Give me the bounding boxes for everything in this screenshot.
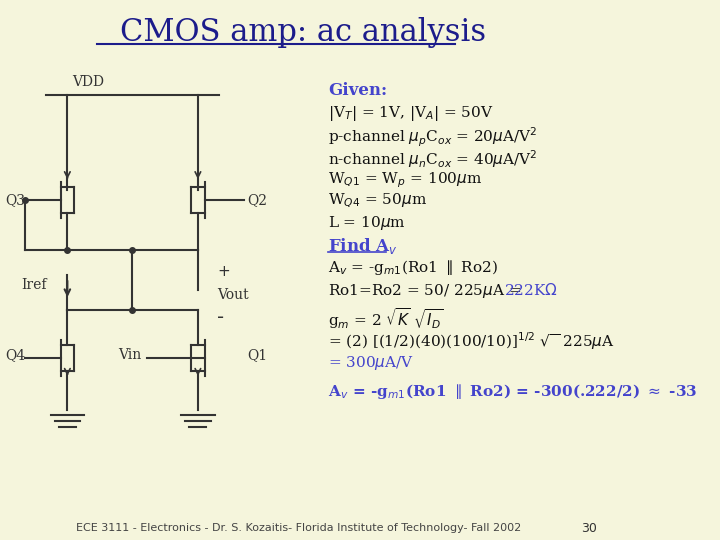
Text: L = 10$\mu$m: L = 10$\mu$m [328, 214, 406, 232]
Text: Q2: Q2 [247, 193, 267, 207]
Text: VDD: VDD [73, 75, 104, 89]
Text: = (2) [(1/2)(40)(100/10)]$^{1/2}$ $\sqrt{\ }$ 225$\mu$A: = (2) [(1/2)(40)(100/10)]$^{1/2}$ $\sqrt… [328, 330, 616, 352]
Text: A$_v$ = -g$_{m1}$(Ro1 $\parallel$ Ro2) = -300(.222/2) $\approx$ -33: A$_v$ = -g$_{m1}$(Ro1 $\parallel$ Ro2) =… [328, 382, 698, 401]
Text: Given:: Given: [328, 82, 387, 99]
Text: 30: 30 [582, 522, 598, 535]
Text: |V$_T$| = 1V, |V$_A$| = 50V: |V$_T$| = 1V, |V$_A$| = 50V [328, 104, 494, 123]
Text: A$_v$ = -g$_{m1}$(Ro1 $\parallel$ Ro2): A$_v$ = -g$_{m1}$(Ro1 $\parallel$ Ro2) [328, 258, 498, 277]
Text: n-channel $\mu_n$C$_{ox}$ = 40$\mu$A/V$^2$: n-channel $\mu_n$C$_{ox}$ = 40$\mu$A/V$^… [328, 148, 538, 170]
Text: = 300$\mu$A/V: = 300$\mu$A/V [328, 354, 414, 372]
Text: Vout: Vout [217, 288, 249, 302]
Text: Q4: Q4 [5, 348, 25, 362]
Text: W$_{Q1}$ = W$_p$ = 100$\mu$m: W$_{Q1}$ = W$_p$ = 100$\mu$m [328, 170, 482, 190]
Text: p-channel $\mu_p$C$_{ox}$ = 20$\mu$A/V$^2$: p-channel $\mu_p$C$_{ox}$ = 20$\mu$A/V$^… [328, 126, 538, 149]
Text: CMOS amp: ac analysis: CMOS amp: ac analysis [120, 17, 486, 48]
Text: Iref: Iref [21, 278, 46, 292]
Text: 222K$\Omega$: 222K$\Omega$ [503, 282, 557, 298]
Text: Q1: Q1 [247, 348, 267, 362]
Text: Find A$_v$: Find A$_v$ [328, 236, 398, 256]
Text: +: + [217, 265, 230, 280]
Text: -: - [217, 308, 225, 327]
Text: Vin: Vin [118, 348, 141, 362]
Text: W$_{Q4}$ = 50$\mu$m: W$_{Q4}$ = 50$\mu$m [328, 192, 428, 210]
Text: g$_m$ = 2 $\sqrt{K}$ $\sqrt{I_D}$: g$_m$ = 2 $\sqrt{K}$ $\sqrt{I_D}$ [328, 306, 444, 331]
Text: Q3: Q3 [5, 193, 25, 207]
Text: Ro1=Ro2 = 50/ 225$\mu$A =: Ro1=Ro2 = 50/ 225$\mu$A = [328, 282, 523, 300]
Text: ECE 3111 - Electronics - Dr. S. Kozaitis- Florida Institute of Technology- Fall : ECE 3111 - Electronics - Dr. S. Kozaitis… [76, 523, 521, 533]
